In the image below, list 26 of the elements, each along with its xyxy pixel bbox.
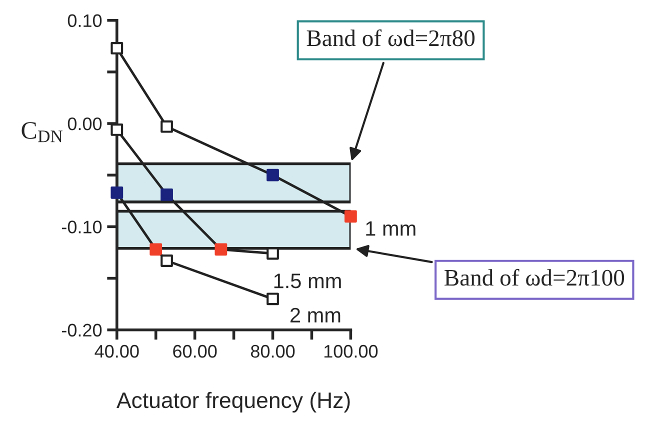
y-tick-label: 0.00 bbox=[68, 117, 102, 130]
point bbox=[110, 186, 124, 199]
x-tick-label: 100.00 bbox=[324, 344, 378, 358]
y-tick-label: -0.20 bbox=[62, 324, 102, 337]
point bbox=[214, 243, 228, 256]
x-tick-label: 40.00 bbox=[94, 344, 139, 358]
point bbox=[150, 243, 162, 256]
point bbox=[110, 42, 124, 54]
y-axis-title: C$_{DN}$ bbox=[22, 122, 62, 142]
series-label: 2 mm bbox=[290, 308, 340, 322]
y-tick-label: -0.10 bbox=[62, 220, 102, 234]
series-label: 1.5 mm bbox=[274, 274, 341, 288]
band-label: Band of ωd=2π80 bbox=[306, 29, 475, 46]
band-label: Band of ωd=2π100 bbox=[444, 268, 624, 286]
point bbox=[160, 120, 173, 133]
x-axis-title: Actuator frequency (Hz) bbox=[116, 392, 350, 413]
point bbox=[160, 254, 173, 267]
x-tick-label: 60.00 bbox=[173, 344, 217, 358]
y-tick-label: 0.10 bbox=[68, 14, 102, 28]
point bbox=[110, 124, 124, 136]
x-tick-label: 80.00 bbox=[250, 344, 295, 358]
series-label: 1 mm bbox=[366, 221, 416, 236]
point bbox=[344, 210, 357, 223]
point bbox=[266, 168, 279, 182]
point bbox=[160, 188, 173, 201]
point bbox=[266, 292, 279, 306]
